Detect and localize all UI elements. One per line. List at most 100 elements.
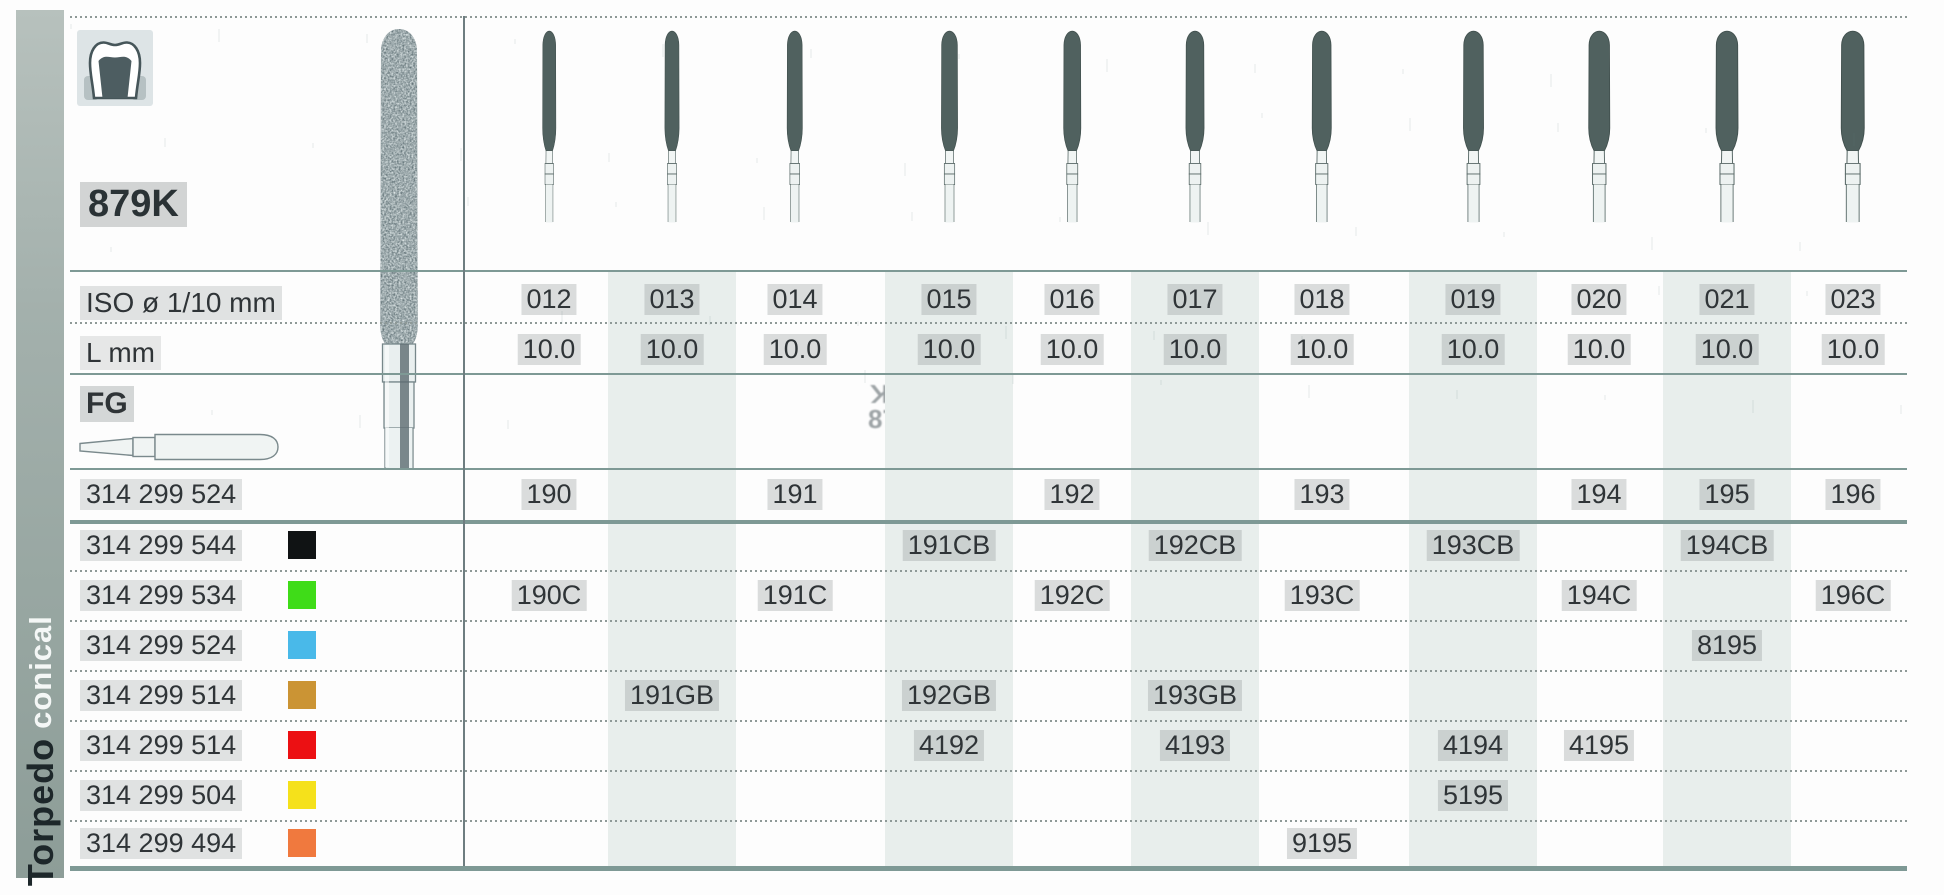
scan-noise-speck [1604, 395, 1606, 400]
scan-noise-speck [1806, 291, 1808, 296]
scan-noise-speck [1503, 232, 1505, 237]
scan-noise-speck [608, 153, 610, 162]
product-number-cell: 193GB [1147, 680, 1243, 711]
dotted-rule [70, 16, 1907, 18]
product-number-cell: 196 [1825, 479, 1881, 510]
scan-noise-speck [709, 316, 711, 325]
large-bur-illustration [380, 29, 418, 468]
scan-noise-speck [1402, 69, 1404, 74]
iso-size-header: 023 [1825, 284, 1881, 315]
model-number: 879K [80, 182, 187, 227]
order-code: 314 299 524 [80, 479, 243, 510]
iso-size-header: 019 [1445, 284, 1501, 315]
product-number-cell: 193CB [1426, 530, 1520, 561]
scan-noise-speck [164, 138, 166, 147]
shape-label: conical [23, 615, 58, 729]
iso-size-header: 020 [1571, 284, 1627, 315]
scan-noise-speck [1409, 118, 1411, 131]
scan-noise-speck [1900, 405, 1902, 414]
bur-size-illustration [1181, 30, 1209, 231]
length-value: 10.0 [517, 334, 581, 365]
length-value: 10.0 [1290, 334, 1354, 365]
scan-noise-speck [1012, 375, 1014, 384]
iso-size-header: 021 [1699, 284, 1755, 315]
iso-diameter-label: ISO ø 1/10 mm [80, 286, 282, 320]
product-number-cell: 5195 [1437, 780, 1509, 811]
table-rule [70, 270, 1907, 272]
product-number-cell: 191GB [624, 680, 720, 711]
bur-size-illustration [1307, 30, 1337, 231]
bur-size-illustration [661, 30, 683, 231]
product-number-cell: 192GB [901, 680, 997, 711]
iso-size-header: 016 [1044, 284, 1100, 315]
shank-type-label: FG [80, 386, 134, 422]
grit-color-chip [288, 581, 316, 609]
scan-noise-speck [359, 415, 361, 428]
product-number-cell: 4192 [913, 730, 985, 761]
scan-noise-speck [211, 410, 213, 415]
dotted-rule [70, 670, 1907, 672]
scan-noise-speck [1658, 286, 1660, 295]
scan-noise-speck [366, 34, 368, 43]
product-number-cell: 191 [767, 479, 823, 510]
length-value: 10.0 [1040, 334, 1104, 365]
scan-noise-speck [756, 158, 758, 163]
scan-noise-speck [1853, 133, 1855, 146]
product-number-cell: 193 [1294, 479, 1350, 510]
grit-color-chip [288, 681, 316, 709]
order-code: 314 299 544 [80, 530, 243, 561]
bur-size-illustration [937, 30, 962, 231]
scan-noise-speck [467, 197, 469, 206]
scan-noise-speck [1106, 59, 1108, 72]
series-sidebar [16, 10, 64, 878]
product-number-cell: 195 [1699, 479, 1755, 510]
product-number-cell: 194 [1571, 479, 1627, 510]
length-value: 10.0 [1163, 334, 1227, 365]
bur-size-illustration [539, 30, 560, 231]
product-number-cell: 8195 [1691, 630, 1763, 661]
product-number-cell: 193C [1284, 580, 1360, 611]
column-shading-band [608, 270, 736, 866]
grit-color-chip [288, 531, 316, 559]
order-code: 314 299 514 [80, 730, 243, 761]
product-number-cell: 9195 [1286, 828, 1358, 859]
scan-noise-speck [857, 321, 859, 326]
scan-noise-speck [460, 148, 462, 161]
product-number-cell: 190 [521, 479, 577, 510]
product-number-cell: 4193 [1159, 730, 1231, 761]
length-value: 10.0 [640, 334, 704, 365]
grit-color-chip [288, 829, 316, 857]
length-value: 10.0 [1821, 334, 1885, 365]
column-shading-band [1409, 270, 1537, 866]
scan-noise-speck [110, 247, 112, 252]
iso-size-header: 013 [644, 284, 700, 315]
fg-shank-drawing [79, 433, 279, 461]
panel-divider-line [463, 16, 465, 866]
scan-noise-speck [507, 420, 509, 429]
scan-noise-speck [1160, 380, 1162, 385]
scan-noise-speck [904, 163, 906, 176]
scan-noise-speck [810, 49, 812, 58]
length-value: 10.0 [763, 334, 827, 365]
iso-size-header: 014 [767, 284, 823, 315]
scan-noise-speck [1059, 217, 1061, 222]
product-number-cell: 194C [1561, 580, 1637, 611]
table-rule [70, 866, 1907, 871]
scan-noise-speck [1456, 390, 1458, 399]
product-number-cell: 192C [1034, 580, 1110, 611]
scan-noise-speck [312, 143, 314, 148]
product-number-cell: 191CB [902, 530, 996, 561]
product-number-cell: 4194 [1437, 730, 1509, 761]
product-number-cell: 194CB [1680, 530, 1774, 561]
scan-noise-speck [514, 39, 516, 44]
scan-noise-speck [70, 24, 72, 29]
order-code: 314 299 494 [80, 828, 243, 859]
scan-noise-speck [413, 306, 415, 311]
length-label: L mm [80, 336, 161, 370]
iso-size-header: 015 [921, 284, 977, 315]
scan-noise-speck [864, 370, 866, 383]
dotted-rule [70, 770, 1907, 772]
iso-size-header: 017 [1167, 284, 1223, 315]
table-rule [70, 520, 1907, 524]
bur-size-illustration [1583, 30, 1616, 231]
